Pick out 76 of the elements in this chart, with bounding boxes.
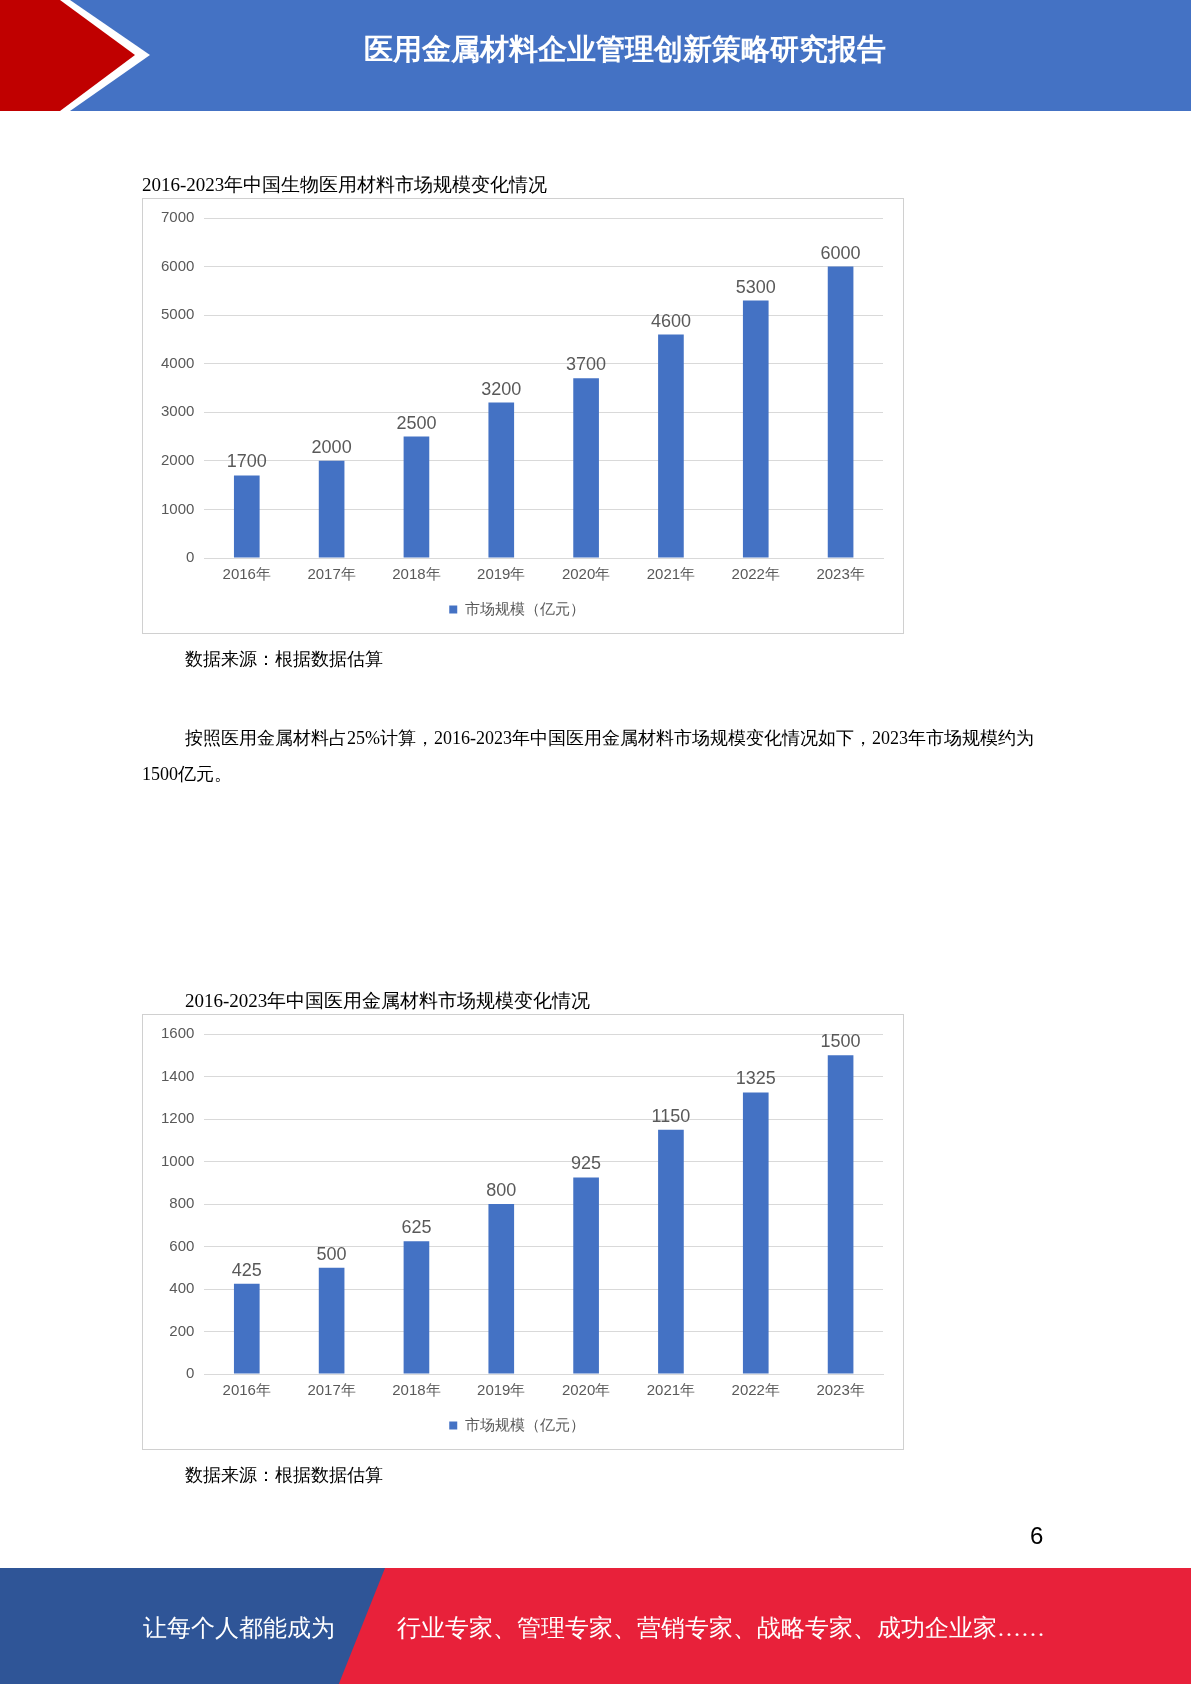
x-tick-label: 2017年 bbox=[307, 1381, 356, 1399]
bar bbox=[827, 1055, 854, 1374]
x-tick-label: 2019年 bbox=[477, 1381, 526, 1399]
y-tick-label: 4000 bbox=[160, 353, 195, 371]
y-tick-label: 1000 bbox=[160, 499, 195, 517]
x-tick-label: 2018年 bbox=[392, 565, 441, 583]
bar bbox=[233, 475, 260, 558]
bar bbox=[488, 1204, 515, 1374]
bar bbox=[827, 266, 854, 558]
y-tick-label: 0 bbox=[186, 1364, 195, 1382]
x-tick-label: 2018年 bbox=[392, 1381, 441, 1399]
data-label: 625 bbox=[401, 1217, 432, 1238]
legend-label: 市场规模（亿元） bbox=[464, 599, 585, 617]
bar bbox=[403, 1241, 430, 1374]
bar bbox=[573, 1177, 599, 1374]
y-tick-label: 1600 bbox=[160, 1024, 195, 1042]
x-tick-label: 2020年 bbox=[561, 1381, 611, 1399]
data-label: 800 bbox=[486, 1179, 517, 1200]
bar bbox=[233, 1283, 260, 1374]
chart-title: 2016-2023年中国医用金属材料市场规模变化情况 bbox=[185, 989, 591, 1013]
data-label: 500 bbox=[316, 1243, 347, 1264]
x-tick-label: 2021年 bbox=[646, 1381, 696, 1399]
source-note: 数据来源：根据数据估算 bbox=[185, 648, 383, 671]
bar bbox=[573, 378, 599, 558]
bar bbox=[742, 300, 769, 558]
bar bbox=[318, 460, 345, 558]
source-note: 数据来源：根据数据估算 bbox=[185, 1464, 383, 1487]
data-label: 6000 bbox=[820, 242, 861, 263]
data-label: 2000 bbox=[311, 436, 352, 457]
bar bbox=[658, 334, 684, 558]
x-tick-label: 2023年 bbox=[816, 565, 865, 583]
legend-label: 市场规模（亿元） bbox=[464, 1415, 585, 1433]
bar bbox=[658, 1129, 684, 1374]
data-label: 1500 bbox=[820, 1031, 861, 1052]
data-label: 1150 bbox=[651, 1105, 691, 1126]
text: 行业专家、管理专家、营销专家、战略专家、成功企业家…… bbox=[397, 1614, 1045, 1643]
x-tick-label: 2020年 bbox=[561, 565, 611, 583]
y-tick-label: 600 bbox=[169, 1236, 195, 1254]
y-tick-label: 0 bbox=[186, 548, 195, 566]
data-label: 3200 bbox=[481, 378, 522, 399]
data-label: 5300 bbox=[735, 276, 776, 297]
text: 按照医用金属材料占25%计算，2016-2023年中国医用金属材料市场规模变化情况如下，2023年市场规模约为1500亿元。 bbox=[142, 727, 1035, 786]
data-label: 1325 bbox=[735, 1068, 776, 1089]
x-tick-label: 2016年 bbox=[222, 1381, 271, 1399]
x-tick-label: 2021年 bbox=[646, 565, 696, 583]
chart-title: 2016-2023年中国生物医用材料市场规模变化情况 bbox=[142, 173, 548, 197]
data-label: 425 bbox=[231, 1259, 262, 1280]
data-label: 1700 bbox=[226, 451, 267, 472]
x-tick-label: 2022年 bbox=[731, 565, 780, 583]
x-tick-label: 2023年 bbox=[816, 1381, 865, 1399]
y-tick-label: 3000 bbox=[160, 402, 195, 420]
y-tick-label: 1000 bbox=[160, 1151, 195, 1169]
y-tick-label: 1400 bbox=[160, 1066, 195, 1084]
bar bbox=[742, 1092, 769, 1374]
y-tick-label: 800 bbox=[169, 1194, 195, 1212]
bar bbox=[403, 436, 430, 558]
text: 让每个人都能成为 bbox=[143, 1614, 335, 1643]
y-tick-label: 2000 bbox=[160, 451, 195, 468]
text: 医用金属材料企业管理创新策略研究报告 bbox=[363, 31, 887, 68]
y-tick-label: 400 bbox=[169, 1279, 195, 1297]
y-tick-label: 5000 bbox=[160, 305, 195, 323]
y-tick-label: 6000 bbox=[160, 256, 195, 274]
data-label: 3700 bbox=[566, 354, 607, 375]
bar bbox=[318, 1267, 345, 1374]
data-label: 925 bbox=[571, 1153, 602, 1174]
data-label: 2500 bbox=[396, 412, 437, 433]
y-tick-label: 200 bbox=[169, 1321, 195, 1339]
x-tick-label: 2017年 bbox=[307, 565, 356, 583]
y-tick-label: 7000 bbox=[160, 208, 195, 226]
y-tick-label: 1200 bbox=[160, 1109, 195, 1127]
x-tick-label: 2022年 bbox=[731, 1381, 780, 1399]
bar bbox=[488, 402, 515, 558]
x-tick-label: 2016年 bbox=[222, 565, 271, 583]
data-label: 4600 bbox=[650, 310, 691, 331]
text: 6 bbox=[1030, 1522, 1044, 1550]
x-tick-label: 2019年 bbox=[477, 565, 526, 583]
